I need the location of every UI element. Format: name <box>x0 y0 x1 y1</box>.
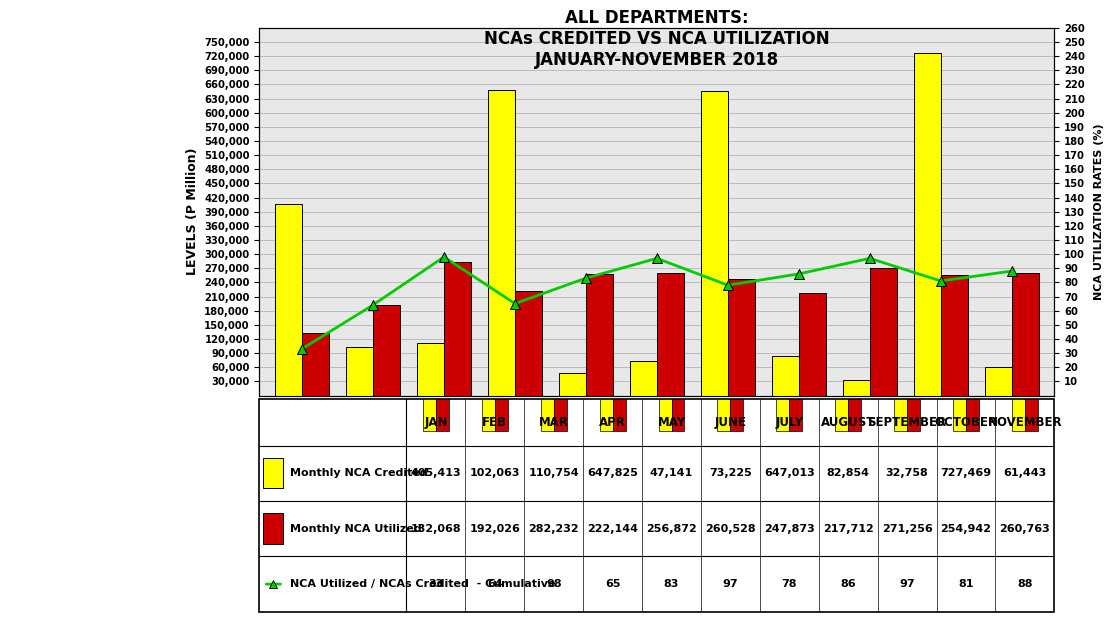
Text: 81: 81 <box>958 579 974 589</box>
Text: ALL DEPARTMENTS:
NCAs CREDITED VS NCA UTILIZATION
JANUARY-NOVEMBER 2018: ALL DEPARTMENTS: NCAs CREDITED VS NCA UT… <box>484 9 830 69</box>
Text: 256,872: 256,872 <box>646 523 697 534</box>
Bar <box>659 399 671 431</box>
Text: MAY: MAY <box>658 415 686 428</box>
Text: 88: 88 <box>1017 579 1032 589</box>
Text: 647,013: 647,013 <box>764 468 815 478</box>
Text: 33: 33 <box>428 579 444 589</box>
Bar <box>275 205 302 396</box>
Bar <box>776 399 789 431</box>
Bar <box>985 366 1011 396</box>
Text: 192,026: 192,026 <box>469 523 520 534</box>
Bar <box>966 399 979 431</box>
Text: Monthly NCA Credited: Monthly NCA Credited <box>289 468 427 478</box>
Y-axis label: LEVELS (P Million): LEVELS (P Million) <box>185 148 199 276</box>
Text: JAN: JAN <box>424 415 448 428</box>
Bar <box>495 399 508 431</box>
Bar <box>559 373 586 396</box>
Bar <box>514 291 542 396</box>
Bar <box>701 90 728 396</box>
Text: NCA Utilized / NCAs Credited  - Cumulative: NCA Utilized / NCAs Credited - Cumulativ… <box>289 579 555 589</box>
Bar <box>836 399 848 431</box>
Bar <box>264 458 284 488</box>
Text: MAR: MAR <box>539 415 569 428</box>
Bar <box>772 357 799 396</box>
Text: 86: 86 <box>840 579 856 589</box>
Text: 254,942: 254,942 <box>941 523 991 534</box>
Bar <box>1011 273 1039 396</box>
Text: 47,141: 47,141 <box>650 468 693 478</box>
Bar <box>444 263 471 396</box>
Text: 32,758: 32,758 <box>885 468 928 478</box>
Text: Monthly NCA Utilized: Monthly NCA Utilized <box>289 523 422 534</box>
Text: AUGUST: AUGUST <box>821 415 875 428</box>
Text: 247,873: 247,873 <box>764 523 815 534</box>
Text: 222,144: 222,144 <box>587 523 638 534</box>
Bar <box>423 399 436 431</box>
Bar <box>907 399 920 431</box>
Bar <box>436 399 449 431</box>
Text: 405,413: 405,413 <box>411 468 461 478</box>
Text: 97: 97 <box>723 579 739 589</box>
Bar <box>941 276 968 396</box>
Bar <box>789 399 803 431</box>
Bar <box>718 399 731 431</box>
Bar <box>630 361 657 396</box>
Text: 73,225: 73,225 <box>709 468 752 478</box>
Text: 282,232: 282,232 <box>529 523 578 534</box>
Y-axis label: NCA UTILIZATION RATES (%): NCA UTILIZATION RATES (%) <box>1093 124 1104 300</box>
Text: 83: 83 <box>664 579 679 589</box>
Bar <box>728 279 755 396</box>
Bar <box>842 380 870 396</box>
Bar <box>1012 399 1025 431</box>
Text: 65: 65 <box>605 579 620 589</box>
Text: 260,763: 260,763 <box>999 523 1050 534</box>
Bar <box>417 344 444 396</box>
Bar <box>870 268 896 396</box>
Text: 97: 97 <box>900 579 915 589</box>
Text: SEPTEMBER: SEPTEMBER <box>868 415 946 428</box>
Bar <box>346 347 373 396</box>
Text: NOVEMBER: NOVEMBER <box>988 415 1062 428</box>
Bar <box>914 53 941 396</box>
Bar <box>586 274 613 396</box>
Text: 260,528: 260,528 <box>705 523 756 534</box>
Bar <box>541 399 554 431</box>
Bar <box>1025 399 1038 431</box>
Text: 217,712: 217,712 <box>822 523 873 534</box>
Text: 647,825: 647,825 <box>587 468 638 478</box>
Text: 132,068: 132,068 <box>411 523 461 534</box>
Bar <box>671 399 684 431</box>
Bar <box>302 333 329 396</box>
Bar <box>894 399 907 431</box>
Text: JULY: JULY <box>775 415 804 428</box>
Bar <box>613 399 626 431</box>
Bar <box>373 305 400 396</box>
Bar <box>488 90 514 396</box>
Text: OCTOBER: OCTOBER <box>934 415 998 428</box>
Text: 82,854: 82,854 <box>827 468 870 478</box>
Text: FEB: FEB <box>482 415 508 428</box>
Text: 61,443: 61,443 <box>1004 468 1047 478</box>
Bar <box>731 399 743 431</box>
Text: JUNE: JUNE <box>714 415 746 428</box>
Text: APR: APR <box>599 415 626 428</box>
Text: 78: 78 <box>782 579 797 589</box>
Text: 102,063: 102,063 <box>469 468 520 478</box>
Text: 110,754: 110,754 <box>529 468 578 478</box>
Text: 271,256: 271,256 <box>882 523 933 534</box>
Bar <box>799 293 826 396</box>
Text: 64: 64 <box>487 579 502 589</box>
Bar <box>848 399 861 431</box>
Bar <box>657 273 683 396</box>
Bar <box>953 399 966 431</box>
Bar <box>599 399 613 431</box>
Text: 727,469: 727,469 <box>941 468 991 478</box>
Bar <box>481 399 495 431</box>
Bar <box>554 399 566 431</box>
Text: 98: 98 <box>545 579 562 589</box>
Bar <box>264 514 284 544</box>
